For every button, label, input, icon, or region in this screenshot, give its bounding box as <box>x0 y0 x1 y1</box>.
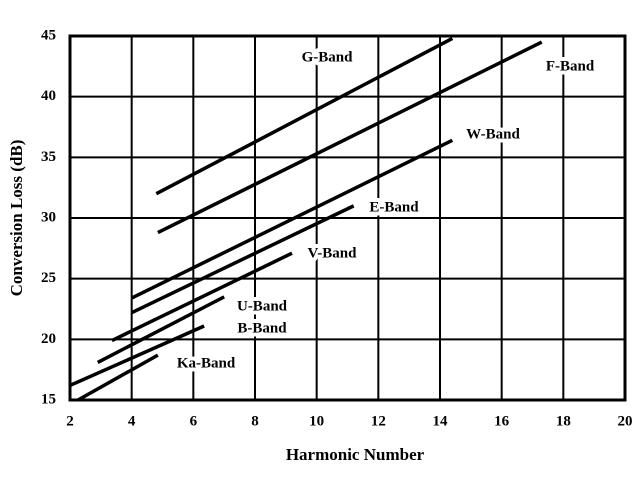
series-label: U-Band <box>237 298 288 314</box>
y-axis-title: Conversion Loss (dB) <box>7 140 26 297</box>
x-tick-label: 2 <box>66 413 74 429</box>
y-tick-label: 15 <box>41 391 56 407</box>
y-tick-label: 45 <box>41 27 56 43</box>
series-label: F-Band <box>546 58 595 74</box>
series-label: E-Band <box>369 199 419 215</box>
x-axis-title: Harmonic Number <box>286 445 425 464</box>
x-tick-label: 10 <box>309 413 324 429</box>
y-tick-label: 25 <box>41 270 56 286</box>
series-line <box>130 138 454 300</box>
x-tick-label: 18 <box>556 413 571 429</box>
series-line <box>77 353 159 402</box>
series-label: W-Band <box>466 126 520 142</box>
plot-frame <box>68 34 627 402</box>
x-tick-label: 6 <box>190 413 198 429</box>
series-label: B-Band <box>237 320 287 336</box>
y-tick-label: 30 <box>41 209 56 225</box>
x-tick-label: 16 <box>494 413 510 429</box>
y-tick-label: 20 <box>41 331 56 347</box>
series-line <box>69 324 205 388</box>
x-tick-label: 12 <box>371 413 386 429</box>
series-line <box>155 36 454 196</box>
series-line <box>111 251 293 343</box>
x-tick-label: 8 <box>251 413 259 429</box>
x-tick-label: 14 <box>433 413 449 429</box>
series-line <box>157 40 543 235</box>
y-tick-label: 40 <box>41 88 56 104</box>
series-label: V-Band <box>308 245 358 261</box>
x-tick-label: 4 <box>128 413 136 429</box>
series-label: Ka-Band <box>177 355 236 371</box>
series-label: G-Band <box>302 49 354 65</box>
series-line <box>96 295 225 364</box>
x-tick-label: 20 <box>618 413 633 429</box>
y-tick-label: 35 <box>41 149 56 165</box>
series-line <box>130 204 355 315</box>
